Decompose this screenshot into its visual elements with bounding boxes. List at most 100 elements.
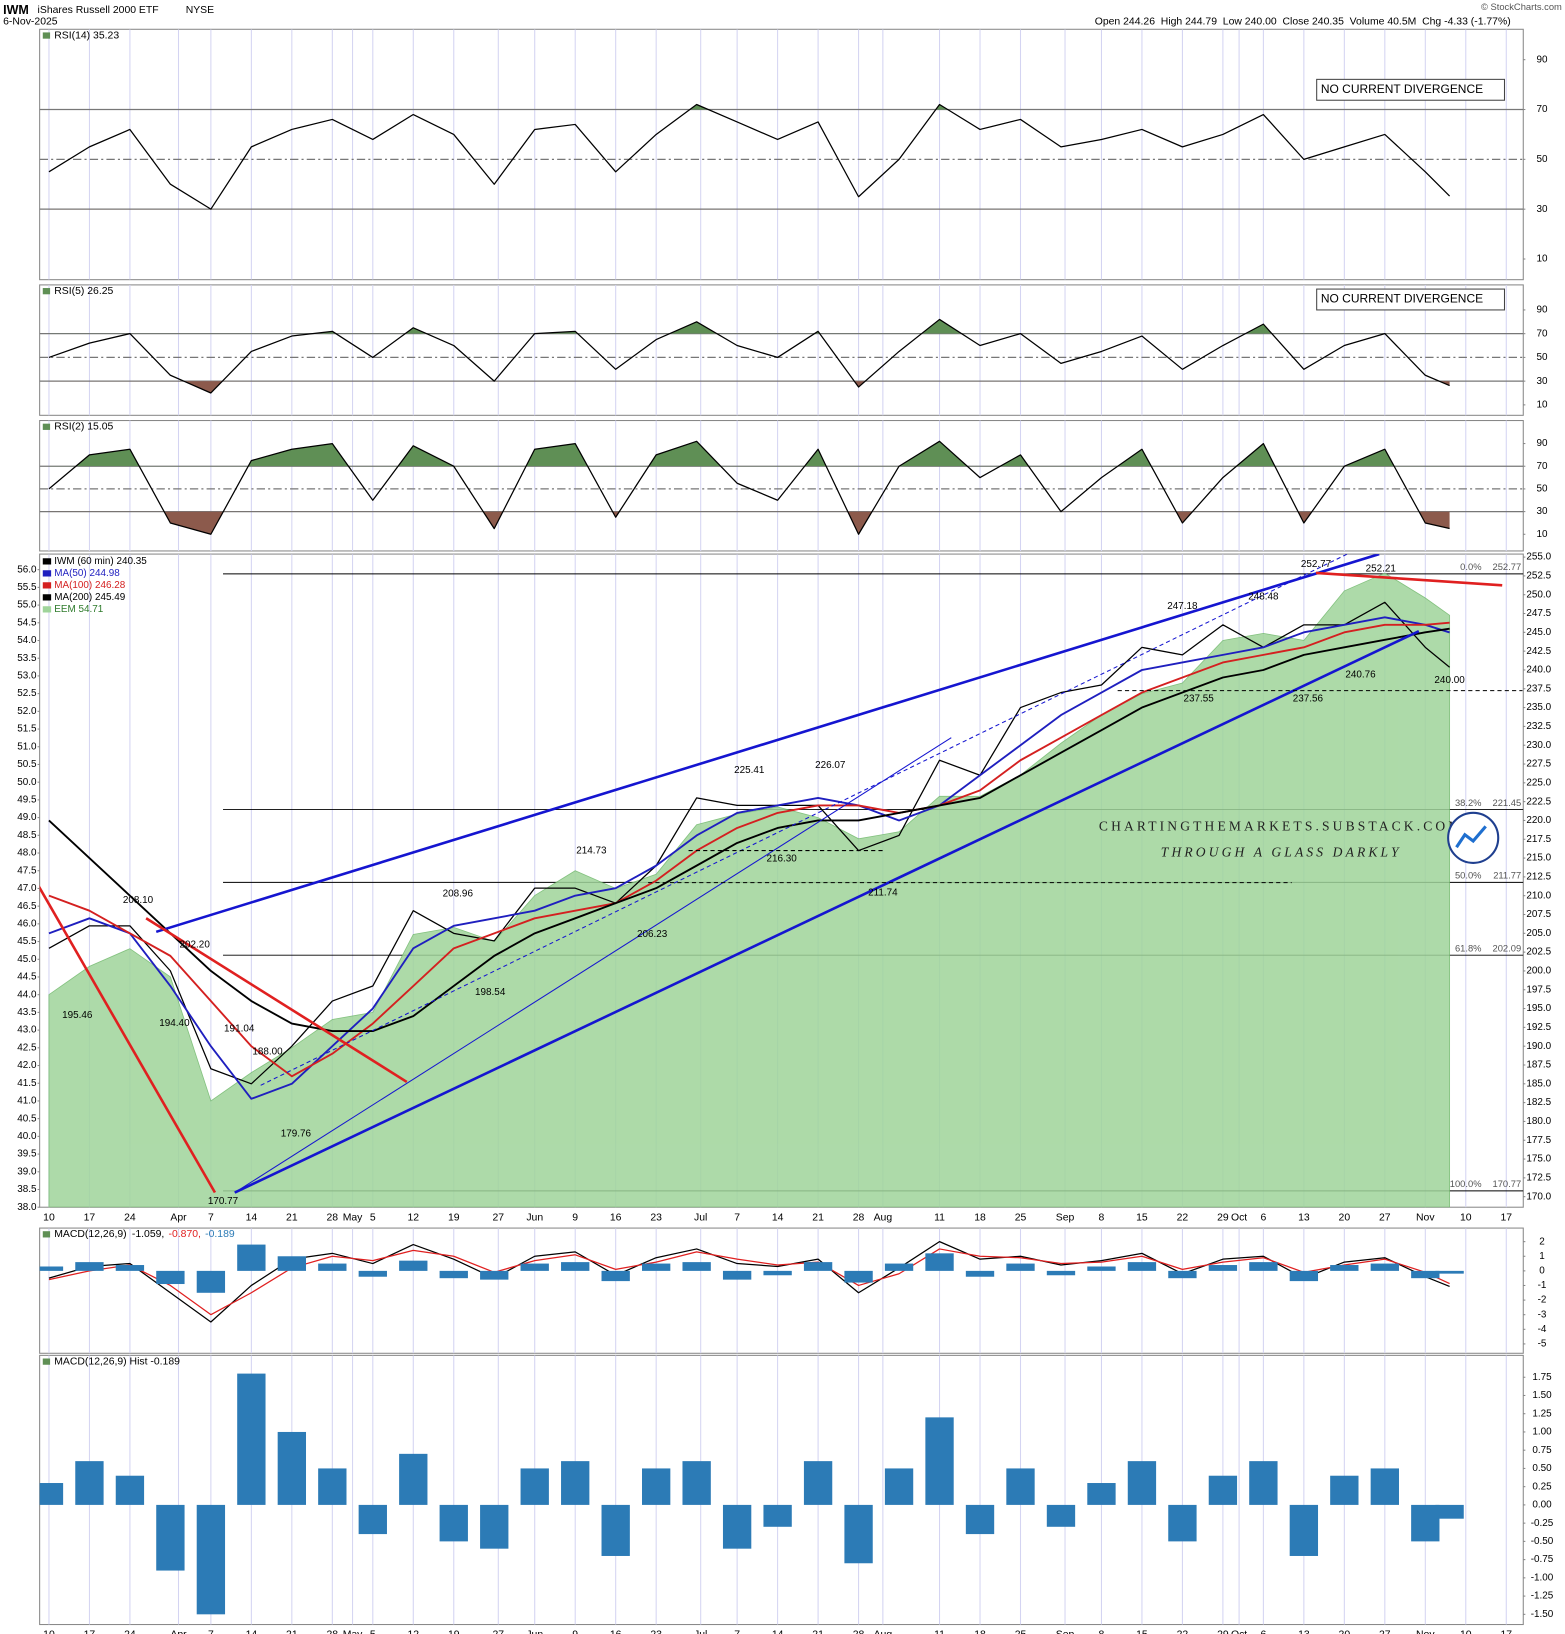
histogram-bar [1127, 1262, 1157, 1271]
y-tick-label: -3 [1538, 1309, 1547, 1320]
x-tick-label: Jun [526, 1630, 543, 1634]
histogram-bar [318, 1263, 347, 1271]
histogram-bar [358, 1504, 387, 1535]
y-tick-label: 50 [1537, 154, 1549, 165]
histogram-bar [1370, 1468, 1399, 1505]
x-tick-label: 14 [246, 1212, 258, 1223]
y-tick-label: 1.25 [1532, 1408, 1552, 1419]
x-tick-label: 24 [124, 1630, 136, 1634]
histogram-bar [844, 1504, 873, 1564]
price-label: 179.76 [281, 1128, 312, 1139]
legend-label: MA(100) 246.28 [54, 580, 126, 591]
panel-background [39, 1227, 1524, 1354]
x-tick-label: 13 [1298, 1630, 1310, 1634]
x-tick-label: 7 [734, 1212, 740, 1223]
y-tick-label: 215.0 [1526, 853, 1551, 864]
y-tick-label: -1 [1538, 1280, 1547, 1291]
y-tick-label: -0.75 [1531, 1554, 1554, 1565]
note-box [1316, 288, 1506, 311]
histogram-bar [1249, 1262, 1278, 1271]
watermark: CHARTINGTHEMARKETS.SUBSTACK.COM [1099, 819, 1464, 834]
y2-tick-label: 39.0 [17, 1166, 37, 1177]
note: NO CURRENT DIVERGENCE [1321, 82, 1483, 96]
y2-tick-label: 41.5 [17, 1078, 37, 1089]
histogram-bar [1208, 1475, 1238, 1505]
x-tick-label: 23 [650, 1630, 662, 1634]
price-label: 188.00 [252, 1046, 283, 1057]
y-tick-label: 247.5 [1526, 608, 1551, 619]
x-tick-label: 5 [370, 1630, 376, 1634]
price-label: 202.20 [180, 940, 211, 951]
y2-tick-label: 52.0 [17, 706, 37, 717]
price-label: 237.56 [1293, 693, 1324, 704]
histogram-bar [1127, 1461, 1157, 1505]
y-tick-label: 1.50 [1532, 1390, 1552, 1401]
x-tick-label: 8 [1099, 1212, 1105, 1223]
histogram-bar [277, 1256, 307, 1271]
y-tick-label: 177.5 [1526, 1135, 1551, 1146]
x-tick-label: 25 [1015, 1212, 1027, 1223]
y-tick-label: 90 [1537, 438, 1549, 449]
y-tick-label: 195.0 [1526, 1003, 1551, 1014]
y2-tick-label: 50.5 [17, 759, 37, 770]
y2-tick-label: 50.0 [17, 777, 37, 788]
y2-tick-label: 47.0 [17, 883, 37, 894]
histogram-bar [318, 1468, 347, 1505]
x-tick-label: 21 [812, 1212, 824, 1223]
y-tick-label: 250.0 [1526, 589, 1551, 600]
price-label: 225.41 [734, 765, 765, 776]
histogram-bar [196, 1270, 226, 1293]
x-tick-label: 9 [572, 1212, 578, 1223]
y2-tick-label: 55.5 [17, 582, 37, 593]
y2-tick-label: 51.5 [17, 724, 37, 735]
histogram-bar [601, 1270, 630, 1282]
histogram-bar [965, 1504, 995, 1535]
x-tick-label: 21 [286, 1212, 298, 1223]
y-tick-label: 205.0 [1526, 928, 1551, 939]
y-tick-label: 185.0 [1526, 1078, 1551, 1089]
panel-title: MACD(12,26,9) Hist -0.189 [54, 1356, 180, 1367]
histogram-bar [1435, 1270, 1464, 1274]
histogram-bar [439, 1504, 468, 1542]
y-tick-label: 0.50 [1532, 1463, 1552, 1474]
trendline [155, 554, 1380, 934]
line [48, 616, 1450, 1100]
histogram-bar [642, 1468, 671, 1505]
histogram-bar [1370, 1263, 1399, 1271]
x-tick-label: 17 [1500, 1212, 1512, 1223]
x-tick-label: 28 [853, 1212, 865, 1223]
histogram-bar [1208, 1265, 1238, 1271]
x-tick-label: 28 [853, 1630, 865, 1634]
x-tick-label: 29 [1217, 1630, 1229, 1634]
y-tick-label: 90 [1537, 54, 1549, 65]
x-tick-label: May [343, 1630, 363, 1634]
y-tick-label: 10 [1537, 254, 1549, 265]
histogram-bar [75, 1461, 104, 1505]
x-tick-label: 7 [208, 1630, 214, 1634]
panel-background [39, 420, 1524, 552]
watermark: THROUGH A GLASS DARKLY [1161, 845, 1402, 860]
y-tick-label: 187.5 [1526, 1060, 1551, 1071]
x-tick-label: Aug [874, 1630, 893, 1634]
histogram-bar [925, 1253, 954, 1271]
price-label: 214.73 [576, 845, 607, 856]
x-tick-label: 21 [812, 1630, 824, 1634]
y-tick-label: 1 [1539, 1251, 1545, 1262]
histogram-bar [1087, 1266, 1116, 1271]
fib-percent: 50.0% [1455, 871, 1482, 881]
x-tick-label: 20 [1339, 1212, 1351, 1223]
y2-tick-label: 53.5 [17, 653, 37, 664]
y2-tick-label: 47.5 [17, 865, 37, 876]
histogram-bar [399, 1453, 428, 1505]
y-tick-label: -2 [1538, 1295, 1547, 1306]
x-tick-label: 5 [370, 1212, 376, 1223]
histogram-bar [965, 1270, 995, 1277]
x-tick-label: 14 [246, 1630, 258, 1634]
title-icon [42, 1358, 51, 1365]
x-tick-label: 23 [650, 1212, 662, 1223]
x-tick-label: 12 [407, 1630, 419, 1634]
fib-value: 202.09 [1492, 943, 1521, 953]
price-label: 206.23 [637, 929, 668, 940]
price-label: 226.07 [815, 760, 846, 771]
x-tick-label: 17 [84, 1212, 96, 1223]
